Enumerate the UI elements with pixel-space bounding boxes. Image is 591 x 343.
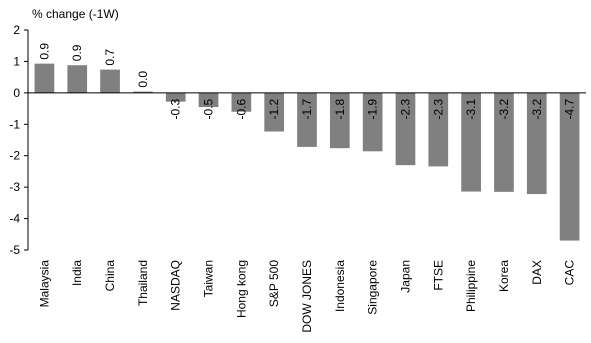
data-label: -2.3 — [431, 99, 445, 120]
category-label: Japan — [398, 260, 412, 293]
data-label: -0.5 — [202, 99, 216, 120]
data-label: 0.9 — [70, 44, 84, 61]
bar — [231, 92, 252, 112]
data-label: -1.2 — [267, 99, 281, 120]
data-label: -4.7 — [563, 99, 577, 120]
bar — [428, 92, 449, 167]
bar — [165, 92, 186, 102]
category-label: NASDAQ — [169, 260, 183, 311]
category-label: Thailand — [136, 260, 150, 306]
bar — [329, 92, 350, 149]
data-label: -1.9 — [366, 99, 380, 120]
bar — [526, 92, 547, 195]
y-tick-label: -4 — [9, 212, 20, 226]
bar — [297, 92, 317, 147]
data-label: -2.3 — [398, 99, 412, 120]
bar — [461, 92, 481, 192]
y-tick-label: -1 — [9, 117, 20, 131]
y-tick-label: 0 — [13, 86, 20, 100]
data-label: -0.6 — [234, 99, 248, 120]
bar — [494, 92, 514, 192]
bar — [34, 63, 55, 93]
category-label: India — [70, 260, 84, 286]
y-tick-label: -2 — [9, 149, 20, 163]
category-label: Korea — [497, 260, 511, 292]
bar — [67, 65, 88, 93]
data-label: 0.9 — [37, 43, 51, 60]
category-label: Singapore — [366, 260, 380, 315]
data-label: -0.3 — [169, 99, 183, 120]
category-labels: Malaysia India China Thailand NASDAQ Taiwan Ho… — [37, 260, 576, 333]
category-label: Indonesia — [333, 260, 347, 312]
category-label: FTSE — [431, 260, 445, 291]
y-axis: 2 1 0 -1 -2 -3 -4 -5 — [9, 23, 29, 257]
y-tick-label: 1 — [13, 54, 20, 68]
data-label: 0.7 — [103, 49, 117, 66]
category-label: Hong kong — [234, 260, 248, 318]
bar — [100, 69, 120, 93]
category-label: Taiwan — [202, 260, 216, 297]
category-label: S&P 500 — [267, 260, 281, 307]
data-label: -3.2 — [530, 99, 544, 120]
bars — [34, 63, 580, 241]
data-label: -1.8 — [333, 99, 347, 120]
data-labels: 0.9 0.9 0.7 0.0 -0.3 -0.5 -0.6 -1.2 -1.7 -1.8 -1.9… — [37, 43, 576, 120]
category-label: DOW JONES — [300, 260, 314, 333]
category-label: Philippine — [464, 260, 478, 312]
bar — [559, 92, 580, 241]
data-label: -3.2 — [497, 99, 511, 120]
y-tick-label: -3 — [9, 180, 20, 194]
bar — [264, 92, 285, 132]
category-label: Malaysia — [37, 260, 51, 308]
bar — [362, 92, 383, 152]
bar — [198, 92, 219, 107]
y-tick-label: -5 — [9, 243, 20, 257]
y-tick-label: 2 — [13, 23, 20, 37]
data-label: -3.1 — [464, 99, 478, 120]
data-label: -1.7 — [300, 99, 314, 120]
category-label: China — [103, 260, 117, 292]
bar — [133, 91, 153, 93]
bar — [395, 92, 416, 166]
category-label: DAX — [530, 260, 544, 285]
data-label: 0.0 — [136, 71, 150, 88]
category-label: CAC — [563, 260, 577, 286]
y-axis-label: % change (-1W) — [32, 7, 119, 21]
